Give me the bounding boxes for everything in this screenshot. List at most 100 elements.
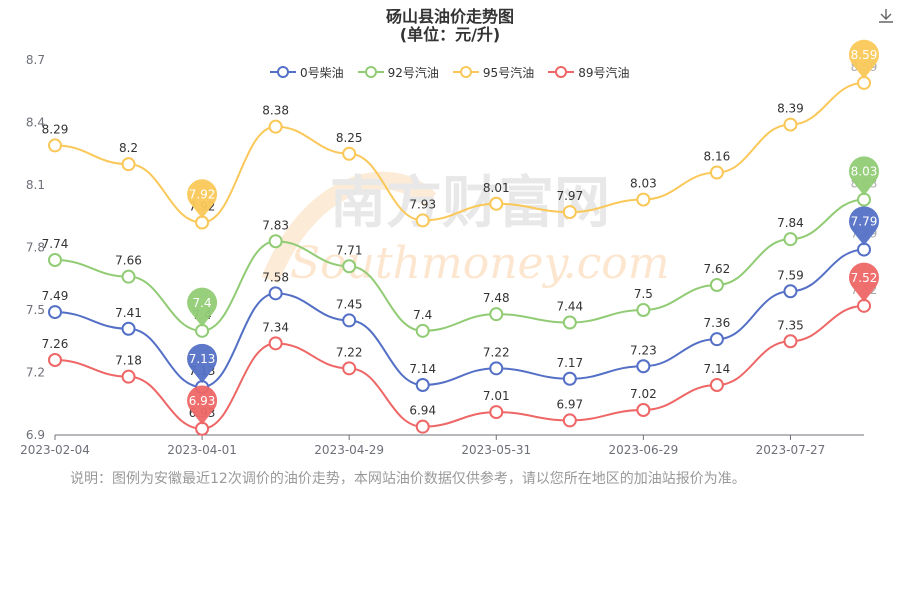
marker-label: 7.92 <box>189 188 216 202</box>
data-label: 7.22 <box>336 345 363 359</box>
y-tick-label: 6.9 <box>26 428 45 442</box>
marker-pin <box>849 262 880 302</box>
data-point <box>342 361 357 376</box>
data-point <box>562 413 577 428</box>
data-point <box>48 305 62 320</box>
data-label: 8.38 <box>262 104 289 118</box>
chart-note: 说明：图例为安徽最近12次调价的油价走势，本网站油价数据仅供参考，请以您所在地区… <box>70 471 746 487</box>
data-point <box>783 284 798 299</box>
legend-label: 0号柴油 <box>300 65 344 80</box>
legend-line-icon <box>357 66 384 78</box>
data-label: 7.18 <box>115 354 142 368</box>
data-point <box>636 303 651 317</box>
data-label: 7.74 <box>42 237 69 251</box>
marker-pin <box>187 179 218 219</box>
data-label: 8.29 <box>42 122 69 136</box>
data-point <box>121 321 136 336</box>
x-tick-label: 2023-06-29 <box>608 443 678 457</box>
legend-line-icon <box>270 66 296 78</box>
data-point <box>121 157 136 172</box>
data-label: 7.23 <box>630 343 657 357</box>
data-point <box>489 307 504 322</box>
data-label: 7.14 <box>409 362 436 376</box>
data-point <box>415 213 430 228</box>
data-label: 7.83 <box>262 218 289 232</box>
series-line-3 <box>54 304 865 430</box>
data-point <box>342 146 357 161</box>
data-label: 7.4 <box>413 308 432 322</box>
y-tick-label: 8.4 <box>26 116 45 130</box>
marker-label: 8.03 <box>851 165 878 179</box>
data-label: 8.2 <box>119 141 138 155</box>
download-icon[interactable] <box>876 6 896 26</box>
data-label: 7.41 <box>115 306 142 320</box>
data-point <box>121 369 136 384</box>
marker-pin <box>849 39 879 79</box>
x-tick-label: 2023-07-27 <box>756 443 826 457</box>
data-point <box>342 259 357 274</box>
data-point <box>489 405 504 420</box>
data-point <box>783 232 798 247</box>
legend-item[interactable]: 0号柴油 <box>270 64 344 81</box>
series-line-2 <box>54 81 865 224</box>
data-point <box>489 196 504 211</box>
legend-item[interactable]: 92号汽油 <box>357 64 439 81</box>
data-point <box>709 378 724 392</box>
y-tick-label: 7.8 <box>26 241 45 255</box>
data-label: 7.97 <box>556 189 583 203</box>
data-label: 8.01 <box>483 181 510 195</box>
legend-line-icon <box>452 66 479 78</box>
data-point <box>709 278 724 292</box>
chart-title: 砀山县油价走势图 <box>385 7 514 26</box>
data-label: 7.22 <box>483 345 510 359</box>
marker-label: 8.59 <box>851 48 878 62</box>
data-label: 7.84 <box>777 216 804 230</box>
data-label: 7.45 <box>336 297 363 311</box>
y-tick-label: 7.5 <box>26 303 45 317</box>
data-point <box>48 353 62 367</box>
data-label: 7.44 <box>556 300 583 314</box>
data-point <box>415 419 430 434</box>
data-label: 7.02 <box>630 387 657 401</box>
data-label: 7.71 <box>336 243 363 257</box>
data-point <box>709 165 724 180</box>
data-label: 7.35 <box>777 318 804 332</box>
marker-label: 7.4 <box>193 296 212 310</box>
data-label: 7.34 <box>262 320 289 334</box>
x-tick-label: 2023-04-29 <box>314 443 384 457</box>
data-point <box>268 119 283 134</box>
data-label: 7.49 <box>42 289 69 303</box>
data-label: 8.39 <box>777 102 804 116</box>
data-label: 7.5 <box>634 287 653 301</box>
legend-line-icon <box>548 66 575 78</box>
data-point <box>48 253 62 267</box>
data-label: 7.17 <box>556 356 583 370</box>
x-tick-label: 2023-02-04 <box>20 443 90 457</box>
data-point <box>415 378 430 392</box>
legend-item[interactable]: 95号汽油 <box>452 64 535 81</box>
data-point <box>562 315 577 330</box>
data-point <box>268 286 283 301</box>
data-label: 7.26 <box>42 337 69 351</box>
series-line-0 <box>54 248 865 389</box>
legend-label: 92号汽油 <box>387 65 439 80</box>
data-point <box>121 269 136 284</box>
data-label: 7.48 <box>483 291 510 305</box>
data-point <box>342 313 357 328</box>
marker-label: 7.13 <box>189 352 216 366</box>
marker-label: 7.52 <box>851 271 878 285</box>
data-label: 7.01 <box>483 389 510 403</box>
data-label: 7.36 <box>704 316 731 330</box>
legend: 0号柴油 92号汽油 95号汽油 89号汽油 <box>270 62 629 82</box>
data-point <box>783 117 798 132</box>
legend-label: 95号汽油 <box>482 65 535 80</box>
data-point <box>415 323 430 338</box>
legend-item[interactable]: 89号汽油 <box>548 64 629 81</box>
x-tick-label: 2023-04-01 <box>167 443 237 457</box>
y-tick-label: 8.1 <box>26 178 45 192</box>
marker-pin <box>849 156 880 196</box>
marker-label: 7.79 <box>851 215 878 229</box>
data-label: 8.16 <box>704 150 731 164</box>
data-point <box>636 359 651 374</box>
